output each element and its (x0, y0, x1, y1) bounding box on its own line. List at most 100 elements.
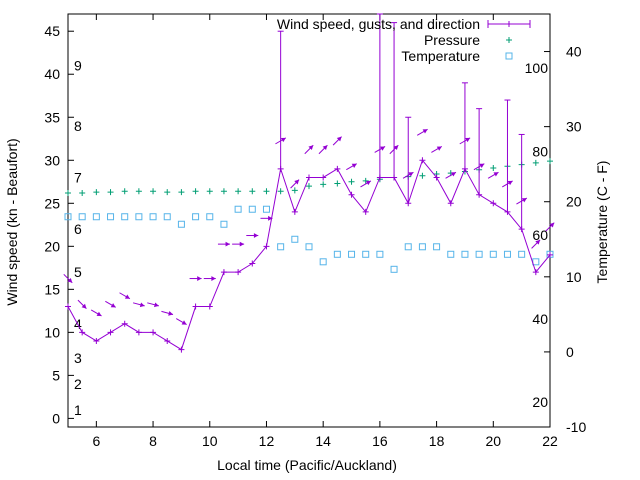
temperature-point (248, 205, 256, 213)
wind-direction-arrowhead (110, 303, 116, 308)
wind-point (447, 200, 454, 207)
wind-direction-arrowhead (549, 222, 555, 228)
wind-direction-arrowhead (479, 163, 485, 168)
x-tick-label: 14 (315, 433, 331, 449)
temperature-point (532, 258, 540, 266)
pressure-point (121, 188, 128, 195)
y-tick-label: 40 (44, 66, 60, 82)
y2-axis-label: Temperature (C - F) (594, 161, 610, 284)
y2-tick-label: -10 (566, 419, 586, 435)
wind-direction-arrowhead (67, 277, 73, 283)
wind-direction-arrowhead (422, 129, 428, 134)
x-tick-label: 20 (486, 433, 502, 449)
x-tick-label: 6 (92, 433, 100, 449)
pressure-point (79, 189, 86, 196)
wind-point (79, 329, 86, 336)
wind-point (320, 174, 327, 181)
wind-direction-arrowhead (450, 172, 456, 177)
legend-sample-temperature (505, 52, 513, 60)
fahrenheit-label: 20 (532, 394, 548, 410)
wind-point (433, 174, 440, 181)
axes-frame (67, 13, 551, 428)
plot-border (67, 13, 551, 428)
wind-direction-arrowhead (393, 145, 399, 151)
wind-direction-arrowhead (535, 239, 541, 245)
pressure-point (65, 189, 71, 196)
pressure-point (291, 187, 298, 194)
wind-direction-arrowhead (168, 311, 174, 316)
beaufort-label: 2 (74, 376, 82, 392)
wind-direction-arrowhead (225, 241, 230, 247)
fahrenheit-label: 60 (532, 227, 548, 243)
y-tick-label: 30 (44, 152, 60, 168)
temperature-point (107, 213, 115, 221)
x-tick-label: 16 (372, 433, 388, 449)
wind-point (405, 200, 412, 207)
wind-point (206, 303, 213, 310)
fahrenheit-label: 80 (532, 143, 548, 159)
temperature-point (518, 250, 526, 258)
pressure-point (220, 188, 227, 195)
wind-direction-arrowhead (268, 215, 273, 221)
beaufort-label: 3 (74, 350, 82, 366)
wind-direction-arrowhead (294, 179, 300, 185)
pressure-point (150, 188, 157, 195)
x-tick-label: 12 (259, 433, 275, 449)
wind-point (306, 174, 312, 181)
wind-direction-arrowhead (96, 311, 102, 316)
wind-point (532, 269, 539, 276)
wind-direction-arrowhead (139, 302, 145, 308)
beaufort-label: 9 (74, 58, 82, 74)
temperature-point (177, 220, 185, 228)
wind-point (291, 208, 298, 215)
x-tick-label: 22 (542, 433, 558, 449)
temperature-point (475, 250, 483, 258)
pressure-point (93, 189, 100, 196)
pressure-point (532, 159, 539, 166)
legend-sample-wind-point (506, 21, 512, 27)
y-tick-label: 0 (52, 410, 60, 426)
x-tick-label: 18 (429, 433, 445, 449)
wind-point (334, 165, 341, 172)
temperature-point (376, 250, 384, 258)
wind-point (192, 303, 199, 310)
temperature-point (78, 213, 86, 221)
temperature-point (135, 213, 143, 221)
y-tick-label: 5 (52, 367, 60, 383)
y2-tick-label: 0 (566, 344, 574, 360)
pressure-point (192, 188, 199, 195)
wind-point (249, 260, 256, 267)
temperature-point (418, 243, 426, 251)
wind-direction-arrowhead (81, 303, 87, 309)
pressure-point (490, 165, 497, 172)
wind-point (263, 243, 270, 250)
wind-direction-arrowhead (436, 146, 442, 151)
wind-direction-arrowhead (197, 276, 202, 281)
wind-point (93, 337, 100, 344)
wind-point (348, 191, 355, 198)
beaufort-label: 5 (74, 264, 82, 280)
temperature-point (220, 220, 228, 228)
wind-point (150, 329, 157, 336)
y2-tick-label: 40 (566, 44, 582, 60)
temperature-point (92, 213, 100, 221)
temperature-point (149, 213, 157, 221)
legend: Wind speed, gusts, and direction Pressur… (277, 16, 531, 64)
wind-direction-arrowhead (280, 137, 286, 143)
wind-direction-arrowhead (322, 145, 328, 151)
wind-point (547, 251, 553, 258)
pressure-point (320, 181, 327, 188)
temperature-point (447, 250, 455, 258)
y2-tick-label: 30 (566, 119, 582, 135)
wind-direction-arrowhead (380, 146, 386, 151)
x-tick-label: 8 (149, 433, 157, 449)
wind-direction-arrowhead (351, 163, 357, 168)
pressure-point (178, 189, 185, 196)
pressure-point (419, 172, 426, 179)
fahrenheit-label: 40 (532, 311, 548, 327)
wind-direction-arrowhead (308, 145, 314, 151)
legend-sample-pressure (506, 37, 512, 43)
temperature-point (64, 213, 72, 221)
pressure-point (206, 188, 213, 195)
